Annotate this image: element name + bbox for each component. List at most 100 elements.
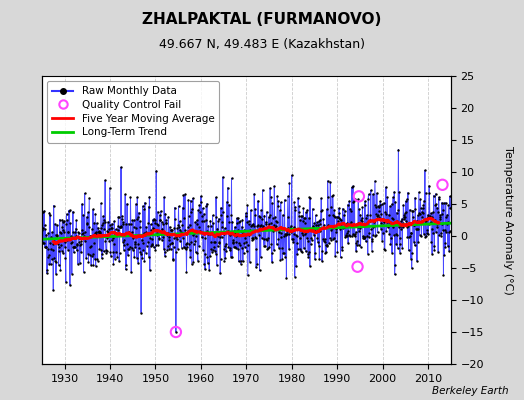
Point: [69, 244, 78, 250]
Point: [375, 204, 384, 210]
Point: [249, 235, 258, 242]
Point: [64, 207, 73, 214]
Point: [162, 220, 170, 226]
Point: [277, 234, 286, 241]
Point: [385, 219, 393, 226]
Point: [217, 234, 226, 240]
Point: [417, 220, 425, 226]
Point: [146, 267, 154, 273]
Point: [127, 269, 135, 275]
Point: [386, 219, 394, 225]
Point: [319, 224, 328, 231]
Point: [405, 234, 413, 240]
Point: [44, 230, 52, 236]
Point: [116, 224, 124, 230]
Point: [255, 213, 264, 219]
Point: [42, 232, 51, 238]
Point: [42, 244, 50, 250]
Point: [140, 258, 149, 264]
Point: [39, 240, 48, 246]
Point: [279, 225, 287, 232]
Point: [128, 244, 136, 251]
Point: [335, 216, 344, 222]
Point: [216, 256, 225, 262]
Point: [439, 271, 447, 278]
Point: [312, 222, 320, 229]
Point: [266, 220, 275, 226]
Point: [421, 190, 430, 196]
Point: [99, 220, 107, 226]
Point: [206, 253, 214, 259]
Point: [175, 224, 183, 230]
Point: [184, 224, 192, 230]
Point: [151, 220, 159, 227]
Point: [430, 243, 438, 249]
Point: [156, 212, 164, 218]
Point: [332, 226, 341, 232]
Point: [374, 212, 382, 219]
Point: [206, 223, 215, 229]
Point: [310, 232, 318, 238]
Point: [54, 241, 62, 247]
Point: [232, 245, 240, 251]
Point: [410, 222, 418, 229]
Point: [357, 220, 366, 227]
Point: [367, 238, 376, 244]
Point: [256, 214, 265, 220]
Point: [168, 239, 176, 246]
Point: [353, 238, 362, 244]
Point: [146, 221, 155, 228]
Point: [180, 227, 189, 234]
Point: [209, 247, 217, 253]
Point: [89, 206, 97, 213]
Point: [381, 209, 389, 216]
Point: [149, 225, 157, 232]
Point: [339, 225, 347, 231]
Point: [410, 242, 419, 248]
Point: [195, 202, 203, 208]
Point: [305, 248, 313, 255]
Point: [248, 236, 257, 243]
Point: [147, 236, 156, 242]
Point: [143, 239, 151, 245]
Point: [343, 233, 352, 239]
Point: [263, 246, 271, 253]
Point: [225, 201, 233, 208]
Point: [233, 219, 242, 226]
Point: [354, 242, 363, 248]
Point: [424, 231, 432, 238]
Point: [291, 204, 300, 210]
Point: [38, 224, 47, 231]
Point: [230, 244, 238, 250]
Point: [223, 213, 231, 219]
Point: [415, 210, 423, 216]
Point: [302, 229, 311, 235]
Point: [282, 227, 291, 234]
Point: [435, 213, 444, 220]
Point: [217, 212, 225, 218]
Point: [443, 219, 452, 225]
Point: [86, 243, 95, 250]
Point: [220, 231, 228, 238]
Point: [385, 230, 394, 237]
Point: [190, 230, 198, 236]
Point: [199, 217, 208, 224]
Point: [156, 217, 165, 223]
Point: [278, 212, 287, 218]
Point: [402, 209, 410, 216]
Point: [374, 203, 383, 209]
Point: [271, 218, 280, 225]
Point: [361, 234, 369, 240]
Point: [258, 235, 266, 241]
Point: [445, 228, 454, 234]
Point: [294, 194, 302, 201]
Point: [406, 230, 414, 236]
Point: [53, 232, 62, 239]
Point: [50, 254, 59, 261]
Point: [339, 205, 347, 212]
Point: [388, 215, 397, 221]
Point: [274, 236, 282, 242]
Point: [301, 220, 310, 226]
Point: [264, 245, 272, 251]
Point: [321, 236, 329, 242]
